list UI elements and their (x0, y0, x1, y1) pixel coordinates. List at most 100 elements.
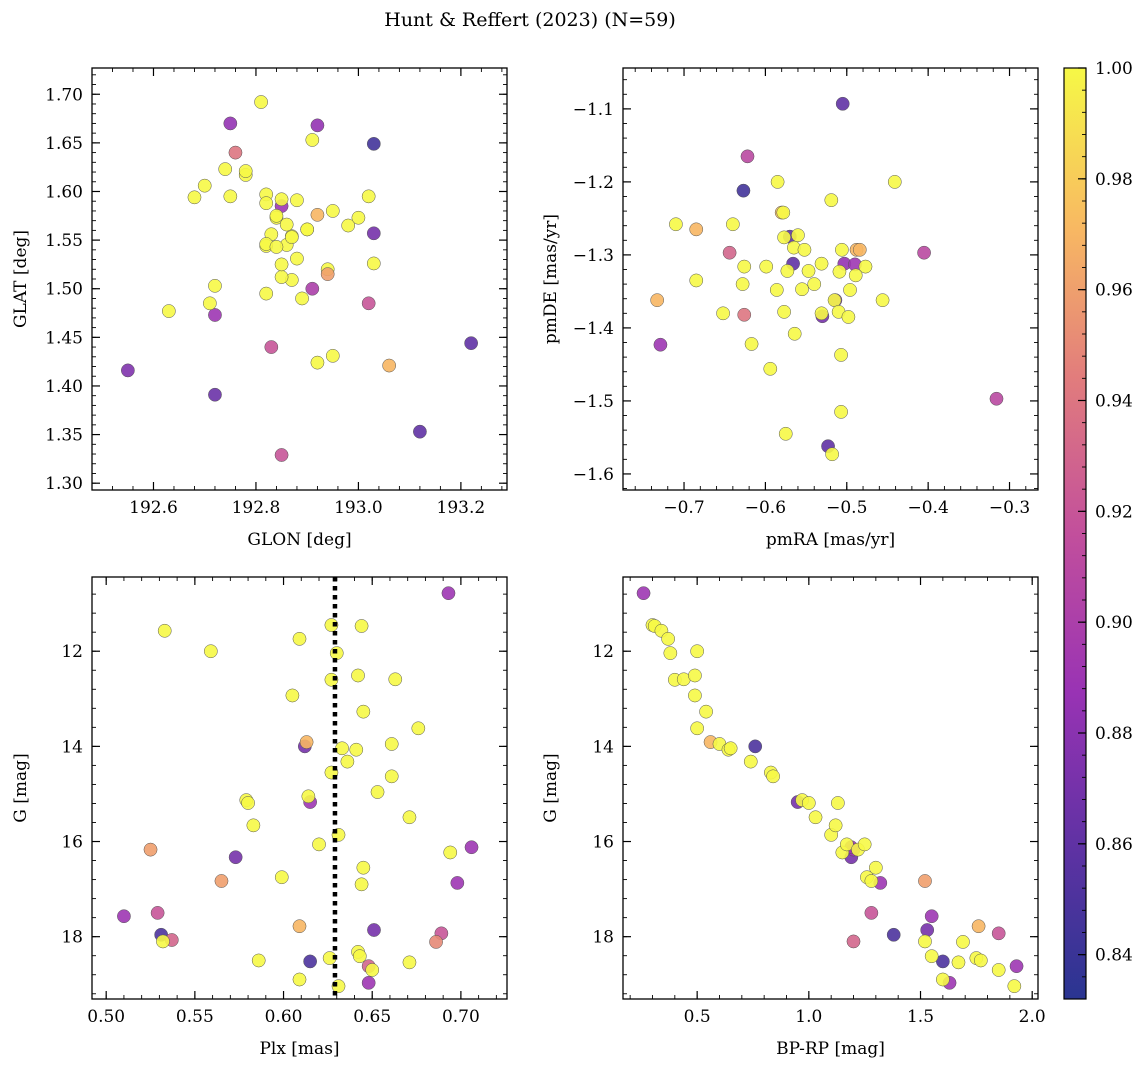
data-point (354, 619, 369, 633)
data-point (791, 228, 805, 243)
data-point (807, 277, 822, 291)
colorbar-tick-label: 0.86 (1095, 835, 1133, 855)
data-point (335, 741, 349, 756)
data-point (875, 293, 890, 308)
data-point (735, 277, 750, 291)
colorbar-tick-label: 0.84 (1095, 946, 1133, 966)
data-point (744, 337, 759, 351)
y-tick-label: 16 (592, 833, 614, 853)
y-tick-label: −1.5 (573, 392, 614, 412)
data-point (973, 953, 988, 968)
data-point (688, 688, 702, 703)
axes-frame (622, 576, 1039, 1000)
data-point (795, 282, 809, 297)
data-point (441, 586, 456, 601)
data-point (223, 116, 238, 131)
data-point (117, 909, 131, 924)
data-point (246, 818, 261, 833)
data-point (341, 218, 356, 233)
x-tick-label: 0.5 (684, 1007, 711, 1027)
data-point (411, 721, 426, 736)
y-tick-label: 1.60 (45, 182, 83, 202)
data-point (759, 259, 774, 274)
y-tick-label: 1.30 (45, 474, 83, 494)
y-tick-label: 1.45 (45, 328, 83, 348)
data-point (214, 874, 229, 888)
data-point (305, 281, 320, 296)
data-point (292, 919, 307, 934)
data-point (223, 189, 238, 204)
data-point (274, 448, 289, 462)
data-point (748, 739, 763, 754)
x-tick-label: 193.2 (437, 498, 486, 518)
x-tick-label: −0.3 (989, 498, 1030, 518)
data-point (157, 623, 172, 638)
data-point (917, 245, 931, 260)
data-point (848, 268, 863, 283)
data-point (814, 256, 829, 271)
y-tick-label: 1.55 (45, 231, 83, 251)
data-point (259, 196, 274, 211)
data-point (935, 954, 950, 969)
data-point (835, 242, 849, 257)
data-point (778, 426, 793, 441)
colorbar: 0.84 0.86 0.88 0.90 0.92 0.94 0.96 0.98 1.00 (1063, 59, 1133, 1000)
pm-panel: −0.7 −0.6 −0.5 −0.4 −0.3 −1.6 −1.5 −1.4 −1.3 −1.2… (541, 67, 1039, 550)
data-point (349, 742, 364, 757)
data-point (924, 949, 939, 964)
data-point (228, 145, 243, 160)
data-point (991, 926, 1006, 941)
data-point (769, 283, 784, 297)
data-point (351, 210, 366, 225)
y-tick-label: −1.3 (573, 246, 614, 266)
data-point (361, 189, 376, 204)
data-point (290, 251, 304, 266)
data-point (340, 754, 355, 769)
data-point (858, 259, 873, 274)
data-point (254, 95, 268, 109)
data-point (737, 307, 752, 322)
data-point (740, 149, 755, 164)
data-point (162, 304, 176, 318)
data-point (989, 391, 1004, 406)
data-point (352, 949, 367, 964)
data-point (864, 906, 879, 920)
data-point (370, 785, 385, 799)
data-point (156, 934, 170, 949)
x-tick-label: 0.50 (87, 1007, 125, 1027)
data-point (208, 308, 222, 322)
data-point (356, 860, 371, 875)
y-axis-label: pmDE [mas/yr] (541, 214, 561, 344)
data-point (351, 668, 365, 683)
data-point (361, 296, 376, 311)
data-point (384, 737, 399, 751)
y-tick-label: 1.70 (45, 85, 83, 105)
data-point (824, 193, 839, 207)
y-axis-label: GLAT [deg] (11, 230, 31, 328)
x-tick-label: 192.6 (129, 498, 178, 518)
data-point (325, 204, 340, 218)
x-tick-label: −0.7 (663, 498, 704, 518)
data-point (688, 668, 702, 683)
data-point (300, 222, 315, 237)
data-point (429, 935, 443, 949)
data-point (324, 618, 339, 632)
data-point (669, 217, 683, 232)
data-point (920, 923, 935, 937)
data-point (402, 810, 417, 825)
colorbar-tick-label: 0.90 (1095, 613, 1133, 633)
data-point (832, 264, 847, 279)
y-axis-label: G [mag] (11, 753, 31, 822)
colorbar-tick-label: 0.94 (1095, 392, 1133, 412)
data-point (726, 217, 740, 232)
data-point (361, 975, 376, 990)
data-point (843, 283, 857, 297)
data-point (285, 688, 300, 703)
data-point (801, 796, 816, 810)
data-point (366, 136, 381, 151)
y-tick-label: −1.2 (573, 173, 614, 193)
data-point (991, 963, 1006, 977)
x-tick-label: 192.8 (232, 498, 281, 518)
data-point (443, 845, 458, 860)
data-point (292, 972, 307, 987)
